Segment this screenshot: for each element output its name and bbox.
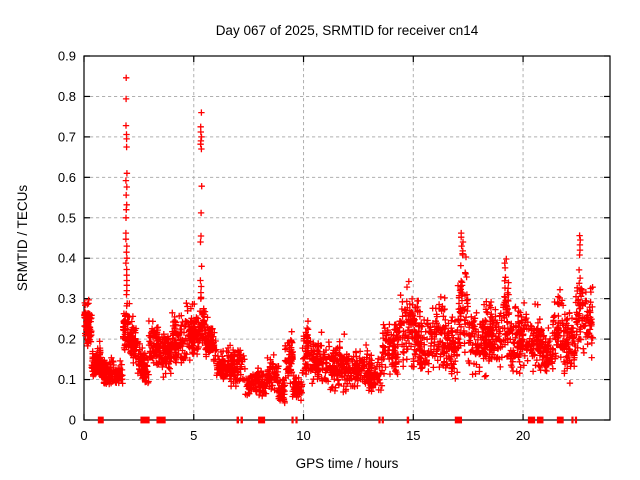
chart-title: Day 067 of 2025, SRMTID for receiver cn1… xyxy=(216,23,479,38)
zero-gap-marker xyxy=(406,416,410,424)
zero-gap-marker xyxy=(381,416,384,424)
zero-gap-marker xyxy=(571,416,574,424)
x-tick-label: 15 xyxy=(406,428,420,443)
tick-labels: 0 0.1 0.2 0.3 0.4 0.5 0.6 0.7 0.8 0.9 0 5 10 15 20 xyxy=(58,49,530,444)
y-tick-label: 0.7 xyxy=(58,129,76,144)
zero-gap-marker xyxy=(140,416,150,424)
y-tick-label: 0.8 xyxy=(58,89,76,104)
y-tick-label: 0.4 xyxy=(58,251,76,266)
zero-gap-marker xyxy=(258,416,266,424)
zero-gap-marker xyxy=(556,416,564,424)
y-tick-label: 0.9 xyxy=(58,49,76,64)
scatter-points xyxy=(81,74,596,407)
zero-gap-markers xyxy=(97,416,578,424)
zero-gap-marker xyxy=(454,416,463,424)
zero-gap-marker xyxy=(240,416,243,424)
y-tick-label: 0.5 xyxy=(58,210,76,225)
zero-gap-marker xyxy=(236,416,239,424)
y-tick-label: 0.6 xyxy=(58,170,76,185)
zero-gap-marker xyxy=(97,416,104,424)
zero-gap-marker xyxy=(156,416,166,424)
zero-gap-marker xyxy=(378,416,381,424)
zero-gap-marker xyxy=(291,416,294,424)
y-tick-label: 0.2 xyxy=(58,332,76,347)
y-axis-label: SRMTID / TECUs xyxy=(15,185,30,292)
zero-gap-marker xyxy=(536,416,544,424)
x-tick-label: 5 xyxy=(190,428,197,443)
y-tick-label: 0.3 xyxy=(58,291,76,306)
y-tick-label: 0.1 xyxy=(58,372,76,387)
plot-border xyxy=(83,55,611,421)
zero-gap-marker xyxy=(527,416,536,424)
x-tick-label: 20 xyxy=(516,428,530,443)
y-tick-label: 0 xyxy=(69,413,76,428)
x-axis-label: GPS time / hours xyxy=(296,456,399,471)
zero-gap-marker xyxy=(574,416,578,424)
zero-gap-marker xyxy=(295,416,298,424)
x-tick-label: 0 xyxy=(80,428,87,443)
x-tick-label: 10 xyxy=(296,428,310,443)
